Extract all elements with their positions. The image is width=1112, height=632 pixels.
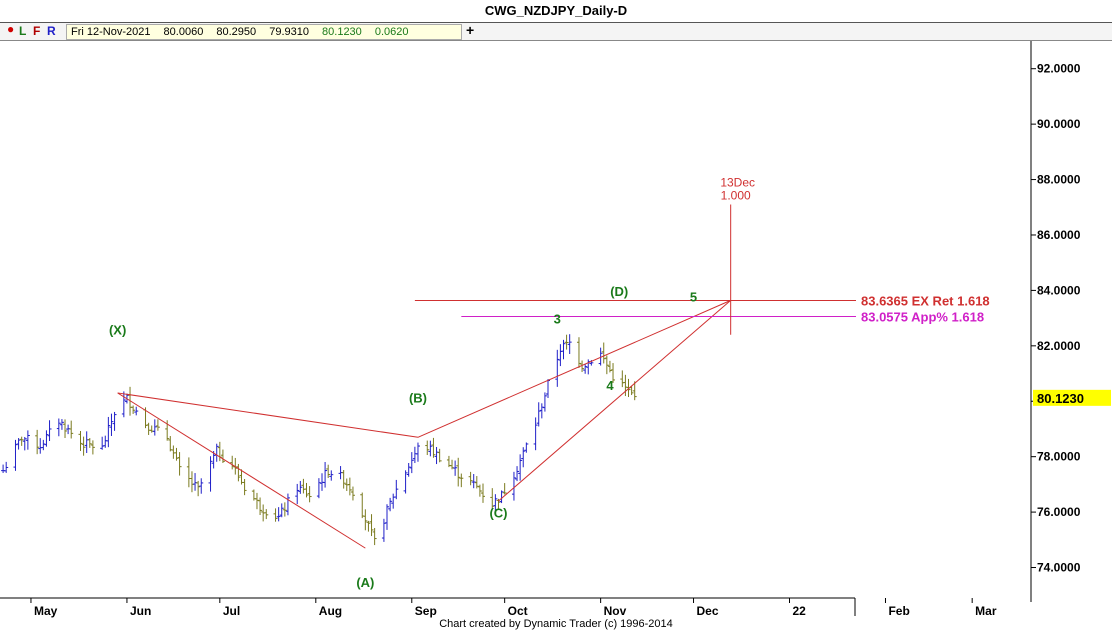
pattern-line bbox=[498, 300, 732, 502]
ohlc-close: 80.1230 bbox=[322, 26, 362, 38]
pattern-line bbox=[117, 392, 419, 438]
toolbar-button-f[interactable]: F bbox=[33, 24, 41, 38]
time-target-ratio: 1.000 bbox=[721, 188, 751, 202]
x-tick-label: Jun bbox=[130, 604, 151, 618]
wave-label: (B) bbox=[409, 391, 427, 406]
y-tick-label: 74.0000 bbox=[1037, 561, 1081, 575]
plot-area bbox=[0, 41, 1031, 598]
x-tick-label: Oct bbox=[508, 604, 528, 618]
ohlc-open: 80.0060 bbox=[163, 26, 204, 38]
pattern-line bbox=[117, 392, 366, 549]
wave-label: (C) bbox=[489, 506, 507, 521]
wave-label: (A) bbox=[356, 575, 374, 590]
y-tick-label: 92.0000 bbox=[1037, 62, 1081, 76]
pattern-line bbox=[417, 299, 731, 438]
x-tick-label: Mar bbox=[975, 604, 997, 618]
ohlc-low: 79.9310 bbox=[269, 26, 309, 38]
wave-label: 4 bbox=[606, 378, 614, 393]
x-tick-label: Nov bbox=[604, 604, 627, 618]
x-tick-label: Aug bbox=[319, 604, 342, 618]
ohlc-readout: Fri 12-Nov-2021 80.0060 80.2950 79.9310 … bbox=[66, 24, 462, 40]
last-price-box bbox=[1033, 389, 1111, 406]
y-tick-label: 86.0000 bbox=[1037, 228, 1081, 242]
x-tick-label: Sep bbox=[415, 604, 437, 618]
wave-label: 5 bbox=[690, 289, 697, 304]
toolbar: ● L F R Fri 12-Nov-2021 80.0060 80.2950 … bbox=[0, 22, 1112, 41]
y-tick-label: 88.0000 bbox=[1037, 173, 1081, 187]
chart-title: CWG_NZDJPY_Daily-D bbox=[0, 0, 1112, 23]
y-tick-label: 90.0000 bbox=[1037, 117, 1081, 131]
footer-credit: Chart created by Dynamic Trader (c) 1996… bbox=[439, 618, 673, 630]
record-dot-icon[interactable]: ● bbox=[7, 22, 15, 36]
x-tick-label: May bbox=[34, 604, 58, 618]
wave-label: (X) bbox=[109, 323, 126, 338]
time-target-date: 13Dec bbox=[720, 175, 755, 189]
x-tick-label: Feb bbox=[888, 604, 909, 618]
y-tick-label: 76.0000 bbox=[1037, 505, 1081, 519]
toolbar-button-r[interactable]: R bbox=[47, 24, 56, 38]
level-label: 83.6365 EX Ret 1.618 bbox=[861, 293, 990, 308]
wave-label: 3 bbox=[554, 312, 561, 327]
x-tick-label: Jul bbox=[223, 604, 240, 618]
x-tick-label: Dec bbox=[697, 604, 719, 618]
ohlc-high: 80.2950 bbox=[216, 26, 257, 38]
ohlc-change: 0.0620 bbox=[374, 26, 409, 38]
y-tick-label: 78.0000 bbox=[1037, 450, 1081, 464]
x-tick-label: 22 bbox=[793, 604, 807, 618]
level-label: 83.0575 App% 1.618 bbox=[861, 310, 984, 325]
toolbar-button-l[interactable]: L bbox=[19, 24, 27, 38]
last-price-label: 80.1230 bbox=[1037, 391, 1084, 406]
add-icon[interactable]: + bbox=[466, 22, 475, 38]
y-tick-label: 84.0000 bbox=[1037, 283, 1081, 297]
y-tick-label: 82.0000 bbox=[1037, 339, 1081, 353]
ohlc-date: Fri 12-Nov-2021 bbox=[71, 26, 151, 38]
wave-label: (D) bbox=[610, 284, 628, 299]
